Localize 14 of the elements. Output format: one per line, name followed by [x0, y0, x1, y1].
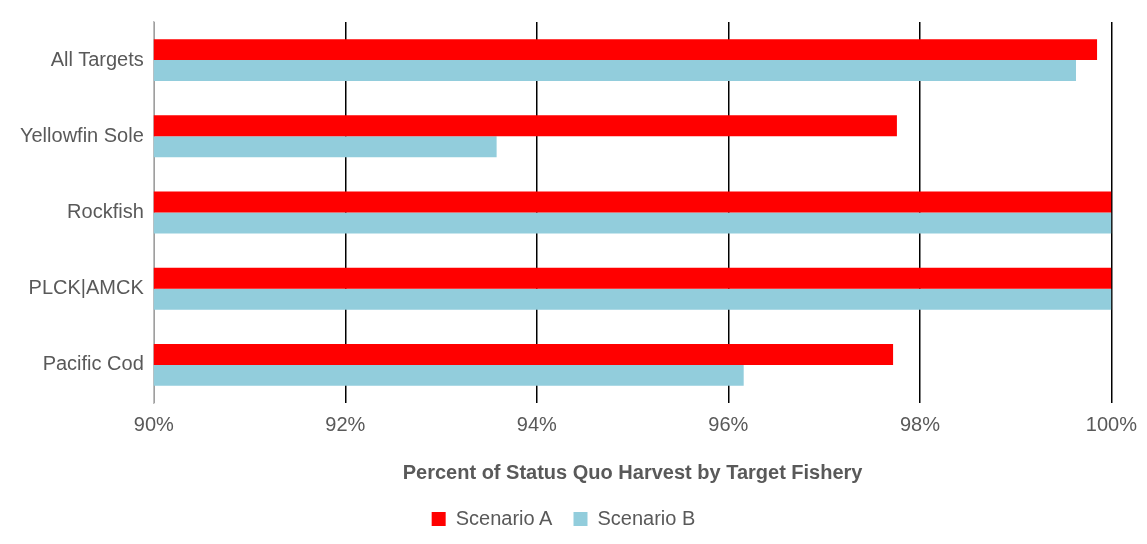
x-tick-label: 92% [325, 412, 366, 435]
x-tick-label: 90% [133, 412, 175, 435]
x-tick-label: 100% [1085, 412, 1138, 435]
legend-label: Scenario B [597, 506, 696, 529]
x-tick-label: 94% [516, 412, 558, 435]
x-axis-title: Percent of Status Quo Harvest by Target Fishery [402, 460, 864, 483]
y-tick-label: PLCK|AMCK [28, 276, 145, 299]
y-tick-label: Rockfish [67, 200, 144, 223]
y-tick-label: Yellowfin Sole [19, 123, 144, 146]
x-tick-label: 96% [708, 412, 749, 435]
y-tick-label: All Targets [50, 47, 144, 70]
x-tick-label: 98% [899, 412, 941, 435]
legend-label: Scenario A [455, 506, 554, 529]
y-tick-label: Pacific Cod [42, 352, 144, 375]
